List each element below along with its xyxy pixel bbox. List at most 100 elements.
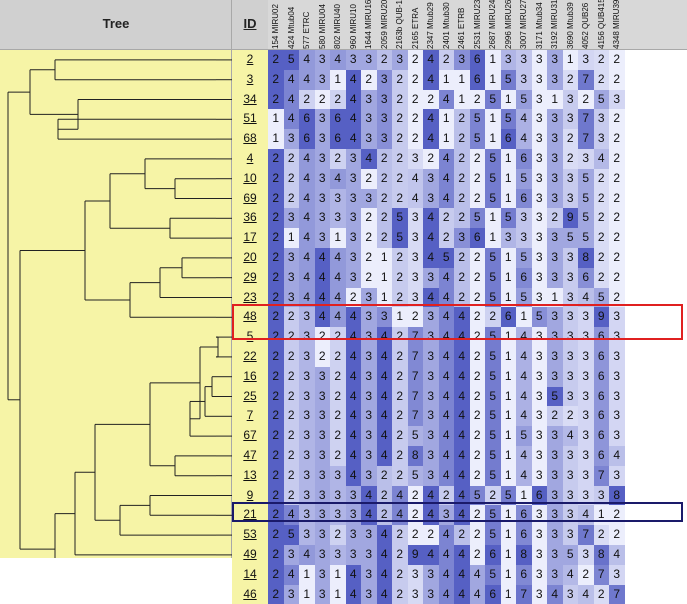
profile-row[interactable]: 20 2 3 4 4 4 3 2 1 2 3 4 5 2 2 5 1 5 3 3 3 8 2 2 — [232, 248, 687, 268]
locus-header-6[interactable]: 1644 MIRU16 — [364, 0, 373, 49]
strain-id[interactable]: 68 — [232, 129, 268, 149]
repeat-count-cell: 3 — [547, 327, 563, 347]
repeat-count-cell: 5 — [469, 109, 485, 130]
strain-id[interactable]: 34 — [232, 89, 268, 110]
locus-header-0[interactable]: 154 MIRU02 — [271, 4, 280, 49]
locus-header-5[interactable]: 960 MIRU10 — [348, 4, 358, 49]
id-column-header[interactable]: ID — [232, 0, 268, 50]
profile-row[interactable]: 47 2 2 3 3 2 4 3 4 2 8 3 4 4 2 5 1 4 3 3 3 3 6 4 — [232, 446, 687, 466]
repeat-count-cell: 5 — [547, 386, 563, 407]
strain-id[interactable]: 21 — [232, 505, 268, 526]
strain-id[interactable]: 2 — [232, 50, 268, 70]
repeat-count-cell: 4 — [283, 89, 299, 110]
locus-header-9[interactable]: 2165 ETRA — [410, 7, 420, 49]
profile-row[interactable]: 49 2 3 4 3 3 3 3 4 2 9 4 4 4 2 6 1 8 3 3 5 3 8 4 — [232, 545, 687, 565]
strain-id[interactable]: 17 — [232, 228, 268, 248]
strain-id[interactable]: 5 — [232, 327, 268, 347]
repeat-count-cell: 2 — [330, 149, 346, 169]
profile-row[interactable]: 68 1 3 6 3 6 4 3 3 2 2 4 1 2 5 1 6 4 3 3 2 7 3 2 — [232, 129, 687, 149]
locus-header-17[interactable]: 3171 Mtub34 — [534, 2, 544, 49]
locus-header-13[interactable]: 2531 MIRU23 — [472, 0, 482, 49]
profile-row[interactable]: 67 2 2 3 3 2 4 3 4 2 5 3 4 4 2 5 1 5 3 3 4 3 6 3 — [232, 426, 687, 446]
locus-header-1[interactable]: 424 Mtub04 — [286, 6, 296, 49]
strain-id[interactable]: 22 — [232, 347, 268, 367]
repeat-count-cell: 3 — [562, 485, 578, 506]
profile-row[interactable]: 53 2 5 3 3 2 3 3 4 2 2 2 4 2 2 5 1 6 3 3 3 7 2 2 — [232, 525, 687, 545]
strain-id[interactable]: 10 — [232, 168, 268, 189]
strain-id[interactable]: 29 — [232, 267, 268, 288]
locus-header-15[interactable]: 2996 MIRU26 — [503, 0, 513, 49]
repeat-count-cell: 7 — [407, 327, 423, 347]
locus-header-4[interactable]: 802 MIRU40 — [333, 4, 342, 49]
profile-row[interactable]: 21 2 4 3 3 3 3 4 2 4 2 4 3 4 2 5 1 6 3 3 3 4 1 2 — [232, 505, 687, 526]
repeat-count-cell: 4 — [454, 307, 470, 328]
strain-id[interactable]: 67 — [232, 426, 268, 446]
locus-header-12[interactable]: 2461 ETRB — [457, 7, 466, 49]
tree-column-header[interactable]: Tree — [0, 0, 232, 50]
strain-id[interactable]: 4 — [232, 149, 268, 169]
locus-header-16[interactable]: 3007 MIRU27 — [519, 0, 528, 49]
strain-id[interactable]: 20 — [232, 248, 268, 268]
profile-row[interactable]: 29 2 3 4 4 4 3 2 1 2 3 3 4 2 2 5 1 6 3 3 3 6 2 2 — [232, 267, 687, 288]
locus-header-21[interactable]: 4156 QUB4156 — [596, 0, 606, 49]
strain-id[interactable]: 13 — [232, 465, 268, 486]
strain-id[interactable]: 47 — [232, 446, 268, 466]
locus-header-3[interactable]: 580 MIRU04 — [317, 4, 327, 49]
profile-row[interactable]: 25 2 2 3 3 2 4 3 4 2 7 3 4 4 2 5 1 4 3 5 3 3 6 3 — [232, 386, 687, 407]
profile-row[interactable]: 22 2 2 3 2 2 4 3 4 2 7 3 4 4 2 5 1 4 3 3 3 3 6 3 — [232, 347, 687, 367]
profile-row[interactable]: 69 2 2 4 3 3 3 3 2 2 4 3 4 2 2 5 1 6 3 3 3 5 2 2 — [232, 188, 687, 209]
strain-id[interactable]: 48 — [232, 307, 268, 328]
strain-id[interactable]: 46 — [232, 584, 268, 604]
repeat-count-cell: 4 — [299, 149, 315, 169]
strain-id[interactable]: 69 — [232, 188, 268, 209]
locus-header-22[interactable]: 4348 MIRU39 — [612, 0, 621, 49]
profile-row[interactable]: 23 2 3 4 4 4 2 3 1 2 3 4 4 2 2 5 1 5 3 1 3 4 5 2 — [232, 287, 687, 308]
repeat-count-cell: 1 — [376, 267, 392, 288]
profile-row[interactable]: 48 2 2 3 4 4 4 3 3 1 2 3 4 4 2 2 6 1 5 3 3 3 9 3 — [232, 307, 687, 328]
locus-header-20[interactable]: 4052 QUB26 — [581, 2, 590, 49]
profile-row[interactable]: 13 2 2 3 3 3 4 3 2 2 5 3 4 4 2 5 1 4 3 3 3 3 7 3 — [232, 465, 687, 486]
strain-id[interactable]: 25 — [232, 386, 268, 407]
strain-id[interactable]: 7 — [232, 406, 268, 427]
locus-header-2[interactable]: 577 ETRC — [302, 11, 311, 49]
profile-row[interactable]: 16 2 2 3 3 2 4 3 4 2 7 3 4 4 2 5 1 4 3 3 3 3 6 3 — [232, 366, 687, 387]
locus-header-8[interactable]: 2163b QUB-11b — [395, 0, 404, 49]
profile-row[interactable]: 34 2 4 2 2 2 4 3 3 2 2 2 4 1 2 5 1 5 3 1 3 2 5 3 — [232, 89, 687, 110]
profile-row[interactable]: 46 2 3 1 3 1 4 3 4 2 3 3 4 4 4 6 1 7 3 4 3 4 2 7 — [232, 584, 687, 604]
repeat-count-cell: 7 — [516, 584, 532, 604]
profile-row[interactable]: 36 2 3 4 3 3 3 2 2 5 3 4 2 2 5 1 5 3 3 2 9 5 2 2 — [232, 208, 687, 229]
repeat-count-cell: 2 — [283, 149, 299, 169]
locus-header-14[interactable]: 2687 MIRU24 — [488, 0, 497, 49]
locus-header-11[interactable]: 2401 Mtub30 — [441, 2, 451, 49]
locus-header-19[interactable]: 3690 Mtub39 — [565, 2, 575, 49]
strain-id[interactable]: 51 — [232, 109, 268, 130]
strain-id[interactable]: 23 — [232, 287, 268, 308]
repeat-count-cell: 1 — [500, 386, 516, 407]
repeat-count-cell: 4 — [609, 446, 625, 466]
profile-row[interactable]: 14 2 4 1 3 1 4 3 4 2 3 3 4 4 4 5 1 6 3 3 4 2 7 3 — [232, 564, 687, 585]
repeat-count-cell: 3 — [299, 426, 315, 446]
strain-id[interactable]: 16 — [232, 366, 268, 387]
repeat-count-cell: 3 — [314, 505, 330, 526]
repeat-count-cell: 2 — [469, 327, 485, 347]
repeat-count-cell: 5 — [516, 168, 532, 189]
locus-header-18[interactable]: 3192 MIRU31 — [550, 0, 559, 49]
profile-row[interactable]: 51 1 4 6 3 6 4 3 3 2 2 4 1 2 5 1 5 4 3 3 3 7 3 2 — [232, 109, 687, 130]
locus-header-10[interactable]: 2347 Mtub29 — [426, 2, 435, 49]
strain-id[interactable]: 36 — [232, 208, 268, 229]
strain-id[interactable]: 53 — [232, 525, 268, 545]
locus-header-7[interactable]: 2059 MIRU20 — [379, 0, 389, 49]
strain-id[interactable]: 9 — [232, 485, 268, 506]
strain-id[interactable]: 49 — [232, 545, 268, 565]
profile-row[interactable]: 10 2 2 4 3 4 3 2 2 2 4 3 4 2 2 5 1 5 3 3 3 5 2 2 — [232, 168, 687, 189]
repeat-count-cell: 2 — [361, 69, 377, 90]
profile-row[interactable]: 17 2 1 4 3 1 3 2 2 5 3 4 2 3 6 1 3 3 3 3 5 5 2 2 — [232, 228, 687, 248]
strain-id[interactable]: 14 — [232, 564, 268, 585]
strain-id[interactable]: 3 — [232, 69, 268, 90]
